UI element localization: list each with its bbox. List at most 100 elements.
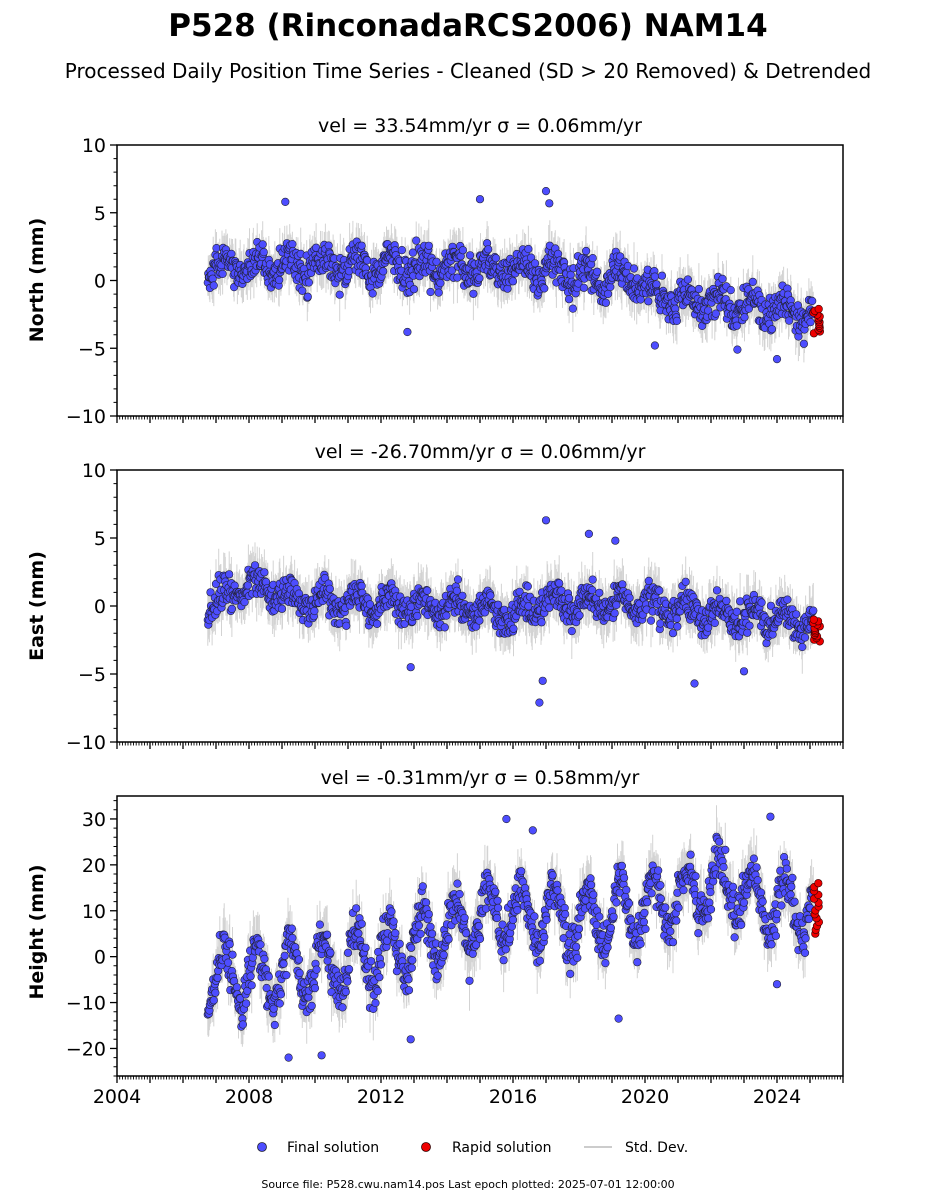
height-final-point [721, 845, 730, 855]
height-final-point [262, 983, 271, 993]
height-final-point [433, 971, 442, 980]
height-final-point [706, 887, 715, 897]
east-final-point [792, 610, 801, 619]
height-final-point [460, 913, 469, 923]
height-final-point [288, 933, 297, 943]
east-final-point [567, 626, 576, 636]
north-final-point [209, 281, 218, 290]
east-final-point [612, 600, 621, 610]
north-ytick-label: 0 [94, 271, 106, 293]
east-final-point [766, 601, 776, 610]
height-final-point [756, 888, 766, 897]
north-final-point [508, 277, 518, 286]
north-final-point [432, 257, 441, 266]
north-final-point [530, 259, 540, 268]
east-rapid-series [809, 615, 824, 646]
east-final-point [722, 596, 731, 606]
east-final-point [672, 614, 682, 623]
east-final-point [584, 529, 594, 539]
east-final-point [357, 581, 366, 591]
height-final-point [574, 924, 584, 933]
height-final-point [640, 908, 649, 918]
height-panel-title: vel = -0.31mm/yr σ = 0.58mm/yr [321, 767, 640, 789]
figure-subtitle: Processed Daily Position Time Series - C… [65, 59, 871, 83]
north-final-point [275, 275, 284, 285]
height-final-point [654, 866, 663, 875]
east-final-point [423, 586, 432, 595]
east-final-point [406, 663, 415, 672]
height-final-point [317, 1051, 326, 1060]
height-final-point [304, 993, 313, 1002]
height-final-point [647, 889, 656, 898]
north-final-point [335, 290, 344, 299]
height-final-point [228, 950, 237, 959]
north-final-point [218, 269, 227, 279]
east-panel-title: vel = -26.70mm/yr σ = 0.06mm/yr [315, 441, 646, 463]
east-final-point [310, 606, 319, 616]
height-final-point [691, 872, 700, 881]
legend-final-marker [257, 1142, 267, 1152]
height-final-point [499, 956, 508, 965]
height-final-point [428, 929, 437, 938]
height-xtick-minor [119, 1076, 841, 1080]
east-final-point [325, 584, 334, 593]
height-final-point [357, 919, 366, 928]
north-final-point [379, 267, 388, 276]
east-final-point [413, 611, 422, 621]
height-xtick-label: 2024 [753, 1086, 801, 1108]
height-final-point [492, 913, 502, 923]
height-final-point [315, 920, 325, 929]
north-final-point [733, 345, 742, 354]
height-final-point [633, 958, 642, 967]
height-final-point [790, 897, 799, 906]
height-final-point [407, 963, 416, 973]
east-final-point [588, 585, 597, 595]
east-final-point [373, 619, 382, 629]
height-final-point [771, 931, 781, 940]
height-final-point [389, 917, 398, 926]
north-final-point [281, 197, 290, 206]
legend-rapid-marker [421, 1142, 431, 1152]
height-final-point [586, 880, 596, 890]
height-final-point [474, 921, 484, 931]
height-final-point [517, 867, 526, 876]
east-final-point [681, 577, 690, 586]
height-final-point [276, 990, 286, 999]
east-final-point [537, 618, 546, 627]
height-final-point [352, 904, 361, 913]
height-final-point [395, 939, 404, 949]
north-final-point [601, 298, 611, 307]
height-final-point [706, 905, 716, 914]
east-ylabel: East (mm) [26, 551, 48, 661]
height-final-point [559, 934, 568, 943]
height-final-point [312, 965, 321, 974]
height-final-point [341, 987, 350, 996]
height-rapid-point [814, 879, 823, 888]
height-final-point [275, 999, 284, 1008]
height-ytick-label: −20 [66, 1038, 106, 1060]
north-final-point [526, 253, 536, 262]
height-final-point [619, 873, 629, 882]
north-final-point [652, 280, 661, 289]
north-final-point [458, 246, 468, 255]
north-panel-title: vel = 33.54mm/yr σ = 0.06mm/yr [318, 115, 642, 137]
north-final-point [650, 272, 660, 281]
east-final-point [745, 621, 754, 630]
east-final-point [739, 667, 749, 676]
north-final-point [227, 249, 236, 258]
north-xtick-major [116, 416, 844, 423]
height-ylabel: Height (mm) [26, 864, 48, 999]
height-final-point [256, 940, 265, 949]
east-final-point [453, 575, 463, 584]
legend-final-label: Final solution [287, 1140, 379, 1156]
north-final-point [484, 245, 493, 254]
east-final-point [243, 581, 252, 590]
height-xtick-label: 2016 [489, 1086, 537, 1108]
height-xtick-label: 2008 [225, 1086, 273, 1108]
north-final-point [592, 267, 602, 276]
height-final-point [418, 882, 427, 891]
north-final-point [683, 275, 693, 284]
height-final-point [668, 938, 678, 947]
height-final-point [468, 949, 477, 958]
north-final-point [581, 246, 591, 256]
